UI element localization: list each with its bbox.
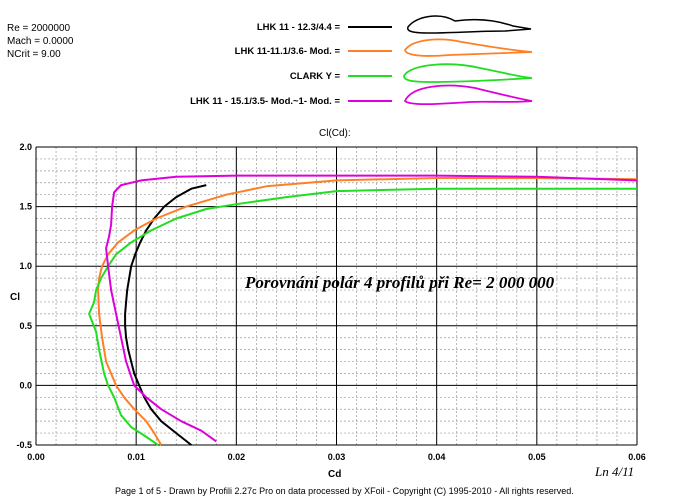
- tick-labels: 0.00 0.01 0.02 0.03 0.04 0.05 0.06 -0.5 0.0 0.5 1.…: [16, 142, 645, 462]
- y-tick-label: 1.5: [19, 202, 32, 212]
- x-tick-label: 0.03: [328, 452, 346, 462]
- airfoil-shape-clark-y: [403, 63, 533, 83]
- legend-label-1: LHK 11-11.1/3.6- Mod. =: [234, 46, 340, 57]
- legend-label-3: LHK 11 - 15.1/3.5- Mod.~1- Mod. =: [190, 96, 340, 107]
- plot-title: Cl(Cd):: [319, 128, 351, 139]
- y-tick-label: 0.0: [19, 380, 32, 390]
- chart-annotation: Porovnání polár 4 profilů při Re= 2 000 …: [245, 273, 555, 292]
- legend-label-2: CLARK Y =: [289, 71, 340, 82]
- y-tick-label: 1.0: [19, 261, 32, 271]
- airfoil-shape-lhk11-15: [403, 84, 533, 106]
- y-tick-label: 0.5: [19, 321, 32, 331]
- airfoil-shape-lhk11-12: [407, 15, 532, 34]
- x-tick-label: 0.05: [528, 452, 546, 462]
- major-grid: [35, 146, 638, 446]
- series-line-0: [124, 184, 207, 446]
- airfoil-shape-lhk11-11: [404, 38, 533, 57]
- series-line-2: [88, 187, 637, 446]
- y-tick-label: -0.5: [16, 440, 32, 450]
- reynolds-number: Re = 2000000: [7, 23, 71, 34]
- run-parameters: Re = 2000000 Mach = 0.0000 NCrit = 9.00: [7, 22, 73, 61]
- legend-lines: [348, 26, 392, 102]
- x-tick-label: 0.00: [27, 452, 45, 462]
- series-line-1: [97, 177, 638, 446]
- ncrit-value: NCrit = 9.00: [7, 49, 61, 60]
- x-tick-label: 0.06: [628, 452, 646, 462]
- y-axis-label: Cl: [10, 292, 20, 303]
- page-label: Ln 4/11: [595, 464, 635, 479]
- legend-label-0: LHK 11 - 12.3/4.4 =: [256, 22, 340, 33]
- x-tick-label: 0.04: [428, 452, 446, 462]
- airfoil-shapes: [403, 15, 533, 106]
- series-line-3: [105, 174, 638, 443]
- x-tick-label: 0.02: [228, 452, 246, 462]
- y-tick-label: 2.0: [19, 142, 32, 152]
- footer-note: Page 1 of 5 - Drawn by Profili 2.27c Pro…: [115, 486, 574, 496]
- series-lines: [88, 174, 638, 446]
- x-tick-label: 0.01: [127, 452, 145, 462]
- x-axis-label: Cd: [328, 469, 342, 480]
- mach-number: Mach = 0.0000: [7, 36, 74, 47]
